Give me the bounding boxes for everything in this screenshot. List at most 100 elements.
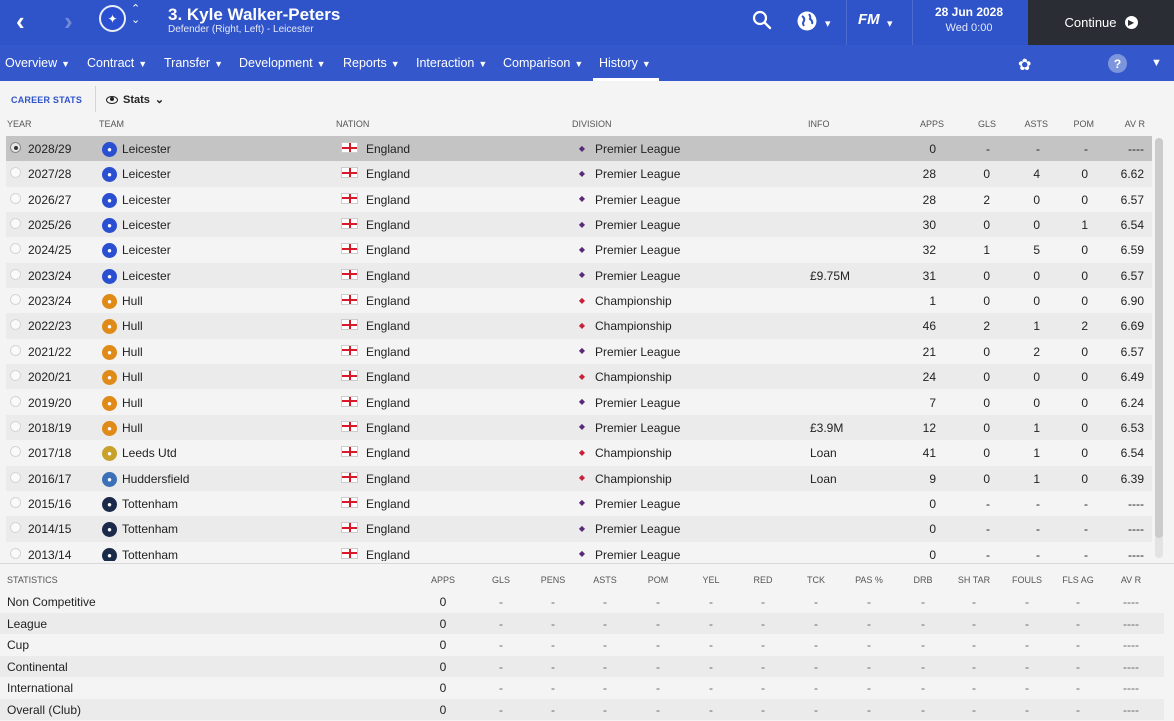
col-pom[interactable]: POM — [1073, 119, 1094, 129]
stats-col-header[interactable]: RED — [753, 575, 773, 585]
nation-cell[interactable]: England — [366, 294, 411, 309]
row-select-radio[interactable] — [10, 218, 21, 230]
nation-cell[interactable]: England — [366, 420, 411, 435]
nation-cell[interactable]: England — [366, 446, 411, 461]
stats-col-header[interactable]: YEL — [702, 575, 720, 585]
forward-arrow-icon[interactable]: › — [64, 6, 73, 36]
division-cell[interactable]: Premier League — [595, 547, 681, 561]
menu-development[interactable]: Development ▼ — [239, 56, 326, 70]
stats-view-dropdown[interactable]: Stats ⌄ — [106, 93, 164, 106]
stats-col-header[interactable]: APPS — [430, 575, 455, 585]
team-cell[interactable]: Leicester — [122, 142, 171, 156]
career-row[interactable]: 2016/17 ● Huddersfield England ◆ Championship… — [6, 465, 1152, 491]
row-select-radio[interactable] — [10, 294, 21, 306]
fm-logo[interactable]: FM — [858, 11, 880, 28]
career-row[interactable]: 2027/28 ● Leicester England ◆ Premier League 2… — [6, 161, 1152, 187]
stats-col-header[interactable]: FLS AG — [1062, 575, 1094, 585]
stats-col-header[interactable]: DRB — [913, 575, 933, 585]
nation-cell[interactable]: England — [366, 395, 411, 410]
division-cell[interactable]: Championship — [595, 294, 672, 309]
team-cell[interactable]: Leicester — [122, 192, 171, 207]
row-select-radio[interactable] — [10, 370, 21, 382]
team-cell[interactable]: Hull — [122, 370, 143, 385]
row-select-radio[interactable] — [10, 446, 21, 458]
nation-cell[interactable]: England — [366, 142, 411, 156]
career-row[interactable]: 2023/24 ● Leicester England ◆ Premier League £… — [6, 262, 1152, 289]
row-select-radio[interactable] — [10, 192, 21, 204]
menu-interaction[interactable]: Interaction ▼ — [416, 56, 487, 70]
division-cell[interactable]: Premier League — [595, 167, 681, 182]
division-cell[interactable]: Championship — [595, 471, 672, 486]
team-cell[interactable]: Hull — [122, 294, 143, 309]
col-info[interactable]: INFO — [808, 119, 830, 129]
career-row[interactable]: 2021/22 ● Hull England ◆ Premier League 21 0 2 0 6… — [6, 339, 1152, 364]
career-row[interactable]: 2013/14 ● Tottenham England ◆ Premier League 0… — [6, 542, 1152, 561]
career-row[interactable]: 2014/15 ● Tottenham England ◆ Premier League 0… — [6, 516, 1152, 542]
row-select-radio[interactable] — [10, 319, 21, 331]
squad-icon[interactable]: ✿ — [1018, 57, 1032, 74]
team-cell[interactable]: Hull — [122, 420, 143, 435]
stats-col-header[interactable]: ASTS — [593, 575, 617, 585]
stats-col-header[interactable]: POM — [647, 575, 669, 585]
row-select-radio[interactable] — [10, 471, 21, 483]
col-avr[interactable]: AV R — [1124, 119, 1145, 129]
team-cell[interactable]: Hull — [122, 395, 143, 410]
stats-col-header[interactable]: PENS — [540, 575, 566, 585]
row-select-radio[interactable] — [10, 344, 21, 356]
team-cell[interactable]: Hull — [122, 344, 143, 359]
team-cell[interactable]: Tottenham — [122, 547, 179, 561]
row-select-radio[interactable] — [10, 268, 21, 280]
nation-cell[interactable]: England — [366, 167, 411, 182]
col-nation[interactable]: NATION — [336, 119, 370, 129]
stats-col-header[interactable]: PAS % — [855, 575, 883, 585]
row-select-radio[interactable] — [10, 167, 21, 179]
nation-cell[interactable]: England — [366, 496, 411, 511]
club-crest-icon[interactable]: ✦ — [99, 5, 126, 32]
division-cell[interactable]: Premier League — [595, 192, 681, 207]
stats-col-header[interactable]: STATISTICS — [7, 575, 58, 585]
stats-col-header[interactable]: FOULS — [1011, 575, 1042, 585]
menu-history[interactable]: History ▼ — [599, 56, 651, 70]
nation-cell[interactable]: England — [366, 192, 411, 207]
team-cell[interactable]: Huddersfield — [122, 471, 190, 486]
team-cell[interactable]: Tottenham — [122, 496, 179, 511]
division-cell[interactable]: Premier League — [595, 420, 681, 435]
nation-cell[interactable]: England — [366, 344, 411, 359]
help-icon[interactable]: ? — [1108, 54, 1127, 73]
division-cell[interactable]: Premier League — [595, 496, 681, 511]
col-year[interactable]: YEAR — [7, 119, 32, 129]
career-row[interactable]: 2015/16 ● Tottenham England ◆ Premier League 0… — [6, 491, 1152, 516]
chevron-down-icon[interactable]: ▼ — [1151, 57, 1162, 69]
division-cell[interactable]: Championship — [595, 319, 672, 334]
career-row[interactable]: 2028/29 ● Leicester England ◆ Premier League 0… — [6, 136, 1152, 162]
menu-transfer[interactable]: Transfer ▼ — [164, 56, 223, 70]
career-row[interactable]: 2022/23 ● Hull England ◆ Championship 46 2 1 2 6.6… — [6, 313, 1152, 339]
career-row[interactable]: 2023/24 ● Hull England ◆ Championship 1 0 0 0 6.90 — [6, 288, 1152, 313]
stats-col-header[interactable]: AV R — [1120, 575, 1142, 585]
stats-col-header[interactable]: TCK — [807, 575, 825, 585]
division-cell[interactable]: Premier League — [595, 395, 681, 410]
col-apps[interactable]: APPS — [919, 119, 944, 129]
row-select-radio[interactable] — [10, 395, 21, 407]
nation-cell[interactable]: England — [366, 471, 411, 486]
career-row[interactable]: 2026/27 ● Leicester England ◆ Premier League 2… — [6, 187, 1152, 212]
row-select-radio[interactable] — [10, 547, 21, 559]
career-row[interactable]: 2024/25 ● Leicester England ◆ Premier League 3… — [6, 237, 1152, 262]
stats-col-header[interactable]: SH TAR — [957, 575, 991, 585]
continue-button[interactable]: Continue ▶ — [1028, 0, 1174, 45]
menu-comparison[interactable]: Comparison ▼ — [503, 56, 583, 70]
search-icon[interactable] — [752, 10, 772, 34]
team-cell[interactable]: Leicester — [122, 243, 171, 258]
nation-cell[interactable]: England — [366, 319, 411, 334]
menu-contract[interactable]: Contract ▼ — [87, 56, 147, 70]
col-team[interactable]: TEAM — [99, 119, 125, 129]
player-up-down-icon[interactable]: ⌃ ⌄ — [131, 3, 141, 26]
division-cell[interactable]: Premier League — [595, 268, 681, 283]
chevron-down-icon[interactable]: ▾ — [825, 18, 831, 30]
team-cell[interactable]: Tottenham — [122, 522, 179, 537]
nation-cell[interactable]: England — [366, 370, 411, 385]
menu-reports[interactable]: Reports ▼ — [343, 56, 400, 70]
stats-col-header[interactable]: GLS — [491, 575, 510, 585]
team-cell[interactable]: Leicester — [122, 218, 171, 233]
nation-cell[interactable]: England — [366, 243, 411, 258]
